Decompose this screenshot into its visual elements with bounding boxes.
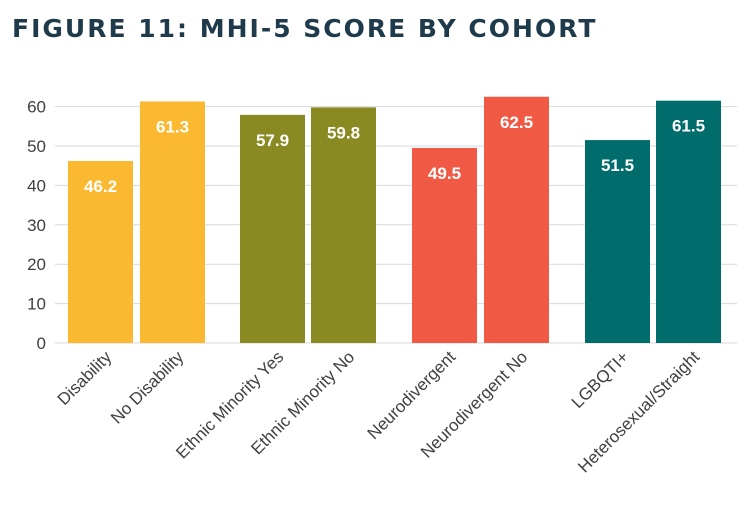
y-tick-label: 50 bbox=[27, 137, 46, 156]
bar-heterosexual-straight bbox=[656, 100, 721, 343]
data-label: 49.5 bbox=[428, 164, 461, 183]
data-label: 62.5 bbox=[500, 113, 533, 132]
bar-disability bbox=[68, 160, 133, 343]
x-tick-label: Heterosexual/Straight bbox=[574, 347, 703, 476]
bar-neurodivergent bbox=[412, 147, 477, 343]
data-label: 61.3 bbox=[156, 117, 189, 136]
data-label: 57.9 bbox=[256, 131, 289, 150]
x-tick-label: LGBQTI+ bbox=[568, 347, 633, 412]
bar-ethnic-minority-yes bbox=[240, 114, 305, 344]
bar-neurodivergent-no bbox=[484, 96, 549, 343]
data-label: 46.2 bbox=[84, 177, 117, 196]
bar-ethnic-minority-no bbox=[311, 107, 376, 343]
y-tick-label: 20 bbox=[27, 255, 46, 274]
y-tick-label: 60 bbox=[27, 98, 46, 117]
y-tick-label: 30 bbox=[27, 216, 46, 235]
data-label: 61.5 bbox=[672, 117, 705, 136]
x-tick-label: No Disability bbox=[107, 347, 188, 428]
chart-title: FIGURE 11: MHI-5 SCORE BY COHORT bbox=[12, 14, 598, 43]
bar-no-disability bbox=[140, 101, 205, 343]
bar-lgbqti- bbox=[585, 140, 650, 343]
x-tick-label: Disability bbox=[54, 347, 116, 409]
data-label: 59.8 bbox=[327, 123, 360, 142]
y-tick-label: 40 bbox=[27, 176, 46, 195]
data-label: 51.5 bbox=[601, 156, 634, 175]
y-tick-label: 0 bbox=[37, 334, 46, 353]
y-tick-label: 10 bbox=[27, 295, 46, 314]
